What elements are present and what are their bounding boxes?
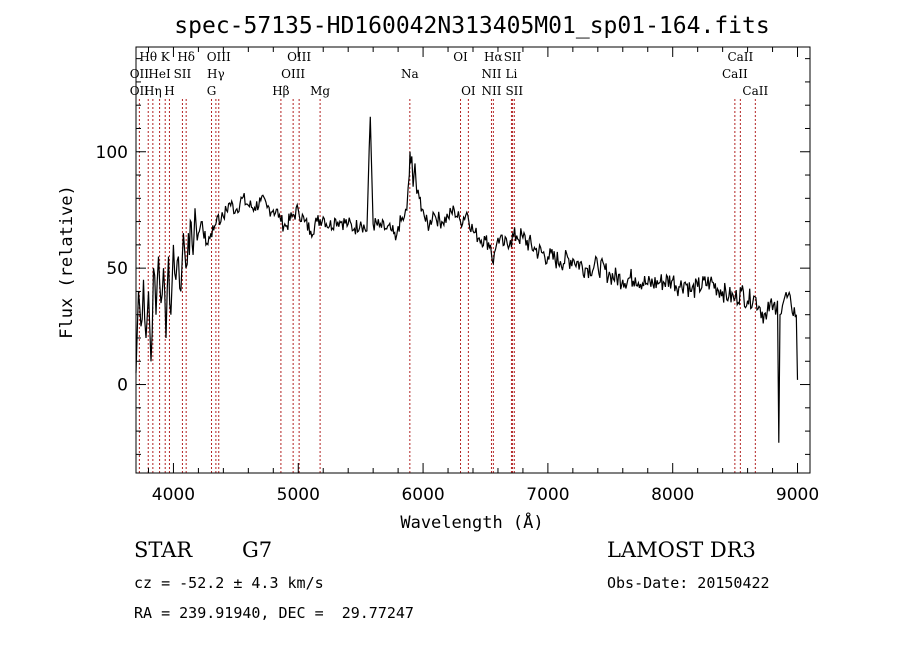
line-marker-label: OI xyxy=(461,84,476,98)
y-axis-ticks: 0 50 100 xyxy=(96,58,810,455)
x-tick-label: 7000 xyxy=(526,485,569,505)
line-marker-label: SII xyxy=(174,67,192,81)
line-marker-label: CaII xyxy=(742,84,768,98)
y-axis-label: Flux (relative) xyxy=(57,185,77,339)
line-marker-label: K xyxy=(161,50,171,64)
line-marker-label: CaII xyxy=(722,67,748,81)
line-marker-label: Hα xyxy=(484,50,503,64)
y-tick-label: 0 xyxy=(117,376,128,396)
spectral-subclass: G7 xyxy=(242,538,273,562)
line-marker-label: SII xyxy=(505,84,523,98)
line-marker-label: Hγ xyxy=(207,67,225,81)
coordinates: RA = 239.91940, DEC = 29.77247 xyxy=(134,604,414,622)
line-marker-label: OII xyxy=(130,67,150,81)
line-marker-label: OII xyxy=(130,84,150,98)
line-marker-label: NII xyxy=(481,67,501,81)
line-marker-label: Hθ xyxy=(139,50,157,64)
flux-series-line xyxy=(135,116,799,443)
line-marker-label: Li xyxy=(506,67,518,81)
line-marker-label: OI xyxy=(453,50,468,64)
line-marker-label: G xyxy=(207,84,217,98)
line-marker-label: Na xyxy=(401,67,419,81)
y-tick-label: 50 xyxy=(106,259,128,279)
survey-name: LAMOST DR3 xyxy=(607,538,756,562)
x-tick-label: 9000 xyxy=(776,485,819,505)
x-tick-label: 8000 xyxy=(651,485,694,505)
chart-title: spec-57135-HD160042N313405M01_sp01-164.f… xyxy=(174,13,769,39)
line-marker-label: SII xyxy=(504,50,522,64)
x-axis-ticks: 4000 5000 6000 7000 8000 9000 xyxy=(147,47,819,505)
plot-frame xyxy=(135,46,811,474)
line-marker-label: HeI xyxy=(148,67,171,81)
line-marker-label: Hδ xyxy=(177,50,195,64)
object-type: STAR xyxy=(134,538,193,562)
line-marker-label: Hη xyxy=(144,84,162,98)
line-marker-label: NII xyxy=(481,84,501,98)
line-marker-label: Hβ xyxy=(272,84,289,98)
line-marker-label: H xyxy=(164,84,174,98)
line-marker-label: Mg xyxy=(310,84,330,98)
line-marker-label: CaII xyxy=(727,50,753,64)
y-tick-label: 100 xyxy=(96,143,128,163)
line-marker-label: OIII xyxy=(287,50,311,64)
observation-date: Obs-Date: 20150422 xyxy=(607,574,770,592)
x-axis-label: Wavelength (Å) xyxy=(400,511,543,533)
line-marker-label: OIII xyxy=(207,50,231,64)
x-tick-label: 6000 xyxy=(401,485,444,505)
line-marker-label: OIII xyxy=(281,67,305,81)
emission-line-labels: OIIOIIHθHηHeIKHSIIHδGHγOIIIHβOIIIOIIIMgN… xyxy=(130,50,769,98)
x-tick-label: 4000 xyxy=(152,485,195,505)
redshift-velocity: cz = -52.2 ± 4.3 km/s xyxy=(134,574,324,592)
x-tick-label: 5000 xyxy=(277,485,320,505)
